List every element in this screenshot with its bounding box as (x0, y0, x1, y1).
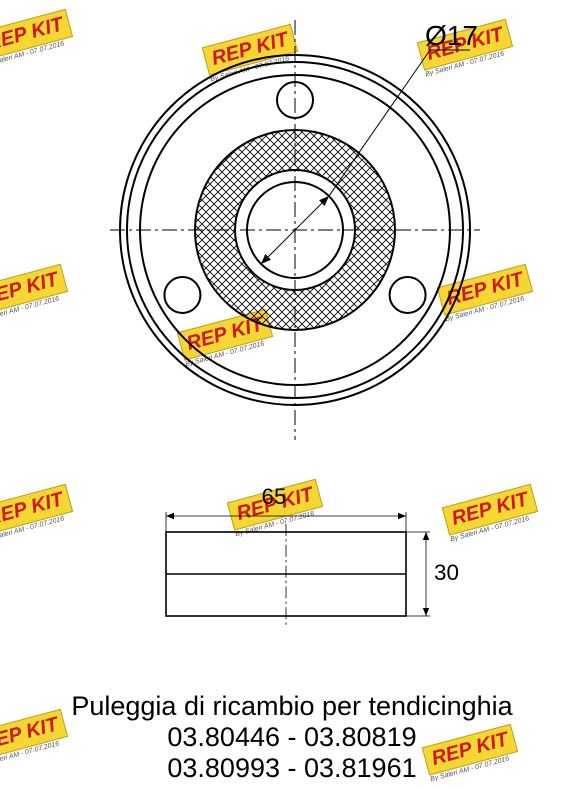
caption-block: Puleggia di ricambio per tendicinghia 03… (0, 691, 584, 784)
svg-text:Ø17: Ø17 (425, 20, 478, 51)
caption-line3: 03.80993 - 03.81961 (0, 753, 584, 784)
watermark-logo: REP KITBy Saleri AM - 07.07.2016 (0, 264, 70, 324)
caption-line1: Puleggia di ricambio per tendicinghia (0, 691, 584, 722)
side-view-drawing: 65 30 (150, 480, 470, 640)
watermark-logo: REP KITBy Saleri AM - 07.07.2016 (0, 484, 75, 544)
svg-text:30: 30 (434, 560, 459, 585)
caption-line2: 03.80446 - 03.80819 (0, 722, 584, 753)
watermark-logo: REP KITBy Saleri AM - 07.07.2016 (0, 9, 75, 69)
svg-text:65: 65 (262, 484, 287, 509)
top-view-drawing: Ø17 (110, 20, 480, 440)
